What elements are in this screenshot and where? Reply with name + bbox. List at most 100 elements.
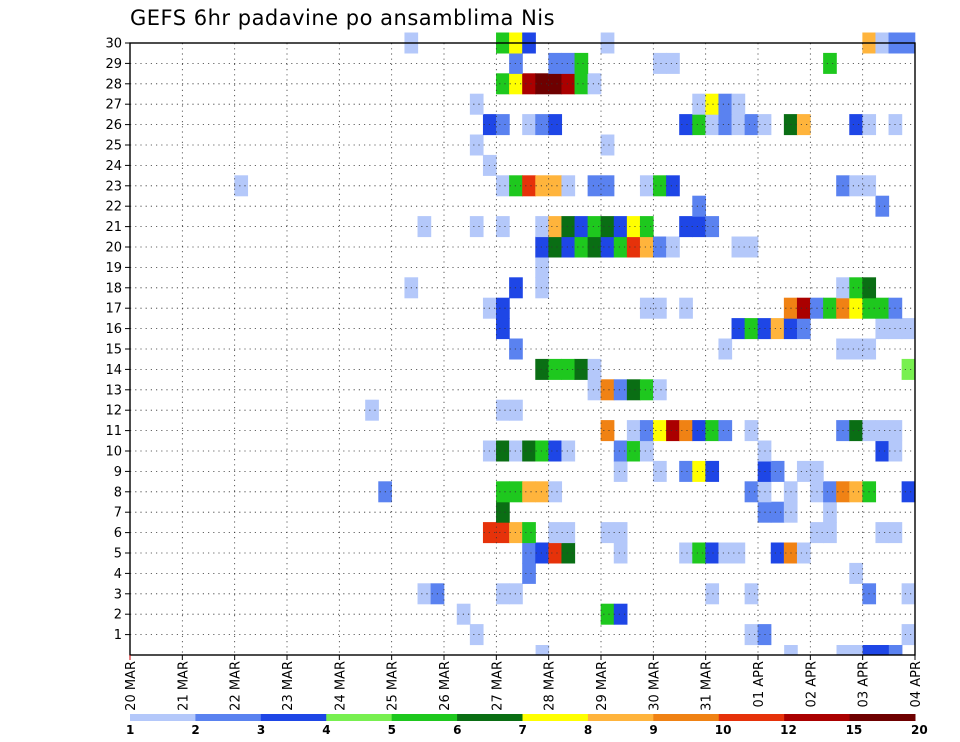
y-tick-label: 4 — [114, 567, 122, 582]
data-cell — [626, 379, 641, 401]
data-cell — [901, 624, 916, 646]
y-tick-label: 28 — [105, 77, 122, 92]
y-tick-label: 10 — [105, 445, 122, 460]
data-cell — [718, 420, 733, 442]
data-cell — [561, 542, 576, 564]
data-cell — [692, 542, 706, 564]
data-cell — [548, 236, 563, 258]
data-cell — [574, 73, 589, 95]
legend-swatch — [195, 714, 262, 721]
data-cell — [796, 114, 811, 136]
data-cell — [639, 175, 654, 197]
data-cell — [901, 358, 916, 380]
data-cell — [535, 256, 549, 278]
y-tick-label: 2 — [114, 608, 122, 623]
data-cell — [548, 175, 563, 197]
data-cell — [679, 297, 693, 319]
data-cell — [679, 216, 693, 238]
legend-tick-label: 6 — [453, 723, 461, 737]
data-cell — [679, 420, 693, 442]
data-cell — [692, 216, 706, 238]
data-cell — [600, 175, 615, 197]
grid-lines — [130, 42, 915, 655]
x-axis: 20 MAR 21 MAR 22 MAR 23 MAR 24 MAR 25 MAR 26 M… — [124, 655, 924, 711]
data-cell — [653, 379, 667, 401]
data-cell — [718, 93, 733, 115]
data-cell — [496, 297, 510, 319]
data-cell — [587, 73, 602, 95]
y-tick-label: 8 — [114, 485, 122, 500]
data-cell — [653, 175, 667, 197]
data-cell — [653, 420, 667, 442]
data-cell — [718, 542, 733, 564]
data-cell — [234, 175, 249, 197]
data-cell — [535, 236, 549, 258]
data-cell — [469, 624, 484, 646]
data-cell — [744, 624, 759, 646]
y-tick-label: 3 — [114, 587, 122, 602]
data-cell — [731, 236, 746, 258]
data-cell — [587, 358, 602, 380]
data-cell — [862, 645, 877, 655]
data-cell — [496, 175, 510, 197]
legend-swatch — [391, 714, 458, 721]
data-cell — [535, 73, 549, 95]
y-tick-label: 18 — [105, 281, 122, 296]
data-cell — [613, 440, 628, 462]
data-cell — [496, 522, 510, 544]
data-cell — [548, 114, 563, 136]
legend-swatch — [326, 714, 393, 721]
x-tick-label: 27 MAR — [490, 661, 505, 711]
x-tick-label: 23 MAR — [281, 661, 296, 711]
data-cell — [901, 481, 916, 503]
data-cell — [770, 501, 785, 523]
data-cell — [705, 583, 720, 605]
data-cell — [875, 645, 890, 655]
x-tick-label: 25 MAR — [386, 661, 401, 711]
y-tick-label: 15 — [105, 343, 122, 358]
data-cell — [705, 216, 720, 238]
data-cell — [613, 603, 628, 625]
data-cell — [849, 420, 863, 442]
data-cell — [639, 379, 654, 401]
data-cell — [875, 318, 890, 340]
data-cell — [613, 379, 628, 401]
data-cell — [770, 318, 785, 340]
data-cell — [679, 542, 693, 564]
legend-tick-label: 8 — [584, 723, 592, 737]
legend-tick-label: 20 — [911, 723, 928, 737]
legend-tick-label: 10 — [715, 723, 732, 737]
data-cell — [574, 358, 589, 380]
x-tick-label: 31 MAR — [700, 661, 715, 711]
data-cell — [849, 277, 863, 299]
x-tick-label: 20 MAR — [124, 661, 139, 711]
data-cell — [705, 114, 720, 136]
data-cell — [535, 358, 549, 380]
legend-swatch — [653, 714, 720, 721]
y-tick-label: 23 — [105, 179, 122, 194]
x-tick-label: 26 MAR — [438, 661, 453, 711]
data-cell — [718, 114, 733, 136]
data-cell — [561, 73, 576, 95]
data-cell — [679, 114, 693, 136]
data-cell — [849, 481, 863, 503]
data-cell — [522, 114, 536, 136]
data-cell — [496, 501, 510, 523]
data-cell — [496, 399, 510, 421]
data-cell — [496, 114, 510, 136]
data-cell — [548, 542, 563, 564]
data-cell — [613, 216, 628, 238]
data-cell — [548, 52, 563, 74]
data-cell — [744, 114, 759, 136]
legend-tick-label: 2 — [191, 723, 199, 737]
x-tick-label: 29 MAR — [595, 661, 610, 711]
y-tick-label: 17 — [105, 302, 122, 317]
data-cell — [666, 52, 680, 74]
x-tick-label: 21 MAR — [176, 661, 191, 711]
data-cell — [744, 420, 759, 442]
x-tick-label: 28 MAR — [543, 661, 558, 711]
y-tick-label: 11 — [105, 424, 122, 439]
y-tick-label: 13 — [105, 383, 122, 398]
data-cell — [469, 93, 484, 115]
y-tick-label: 9 — [114, 465, 122, 480]
